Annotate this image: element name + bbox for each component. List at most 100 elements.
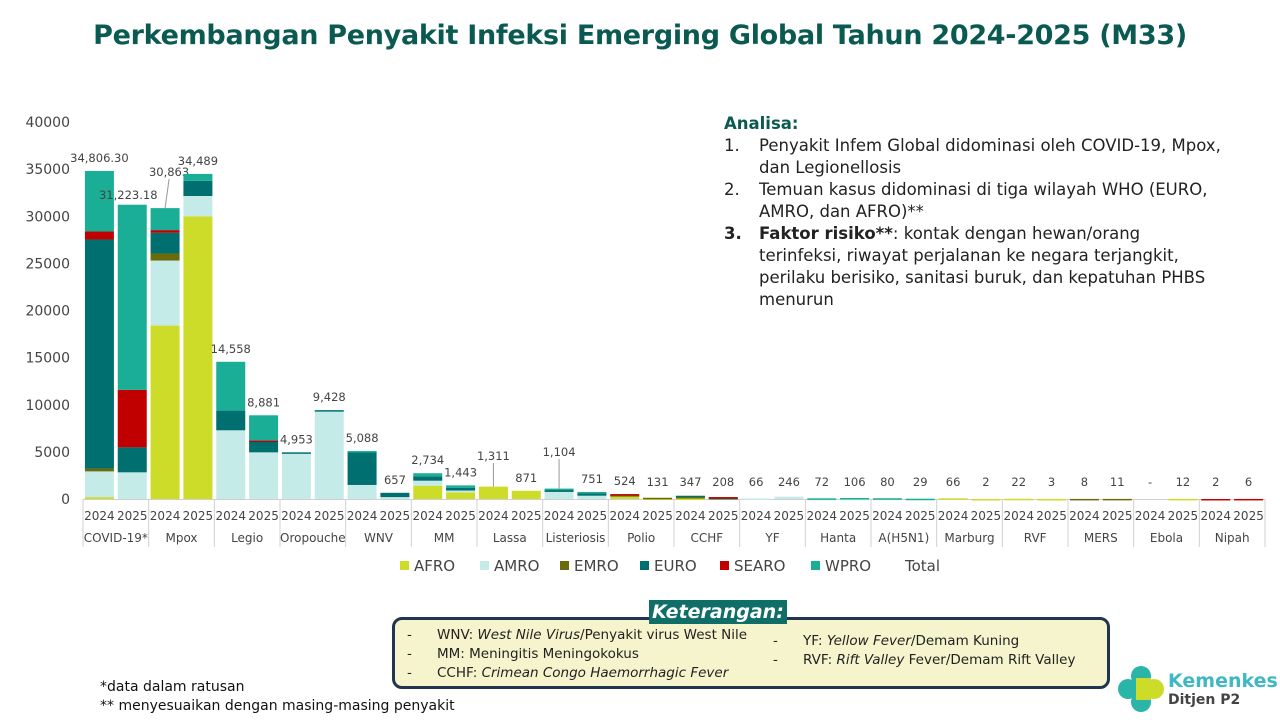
bar-segment-searo	[1234, 498, 1264, 501]
year-label: 2025	[1102, 509, 1133, 523]
keterangan-item: - RVF: Rift Valley Fever/Demam Rift Valle…	[765, 651, 1075, 670]
keterangan-box: - WNV: West Nile Virus/Penyakit virus Wes…	[392, 617, 1110, 689]
total-data-label: 208	[712, 475, 734, 489]
bar-segment-afro	[610, 496, 640, 499]
bar-segment-euro	[183, 180, 213, 196]
abbr: CCHF:	[437, 665, 482, 681]
total-data-label: 1,104	[543, 445, 576, 459]
abbr: RVF:	[803, 652, 837, 668]
year-label: 2024	[215, 509, 246, 523]
bar-segment-amro	[544, 491, 574, 499]
year-label: 2025	[380, 509, 411, 523]
legend-label: Total	[904, 557, 940, 575]
page-title: Perkembangan Penyakit Infeksi Emerging G…	[93, 20, 1187, 51]
category-label: Listeriosis	[546, 531, 606, 545]
dash: -	[407, 646, 412, 662]
y-tick-label: 15000	[25, 351, 70, 367]
legend-marker-amro	[480, 561, 489, 570]
definition: Meningitis Meningokokus	[469, 646, 639, 662]
total-data-label: 246	[778, 475, 800, 489]
kemenkes-logo: Kemenkes Ditjen P2	[1116, 664, 1278, 714]
total-data-label: 4,953	[280, 432, 313, 446]
total-data-label: 1,311	[477, 449, 510, 463]
total-data-label: 34,806.30	[70, 151, 129, 165]
total-data-label: 72	[814, 475, 829, 489]
analysis-item: 2. Temuan kasus didominasi di tiga wilaya…	[724, 179, 1224, 223]
bar-segment-euro	[446, 487, 476, 491]
italic-term: Rift Valley	[836, 652, 905, 668]
bar-segment-wpro	[150, 208, 180, 231]
bar-segment-wpro	[216, 361, 246, 411]
total-data-label: 8	[1081, 475, 1088, 489]
y-tick-label: 20000	[25, 304, 70, 320]
category-label: MM	[434, 531, 455, 545]
bar-segment-afro	[478, 486, 508, 499]
bar-segment-amro	[446, 490, 476, 493]
bar-segment-euro	[216, 410, 246, 431]
bar-segment-afro	[938, 498, 968, 500]
bar-segment-afro	[150, 325, 180, 499]
bar-segment-afro	[1004, 498, 1034, 501]
total-data-label: 12	[1176, 475, 1191, 489]
total-data-label: 1,443	[444, 465, 477, 479]
bar-segment-wpro	[544, 488, 574, 491]
total-data-label: 9,428	[313, 390, 346, 404]
bar-segment-amro	[183, 195, 213, 217]
bar-segment-wpro	[577, 491, 607, 494]
year-label: 2025	[248, 509, 279, 523]
category-label: WNV	[364, 531, 394, 545]
category-label: RVF	[1024, 531, 1047, 545]
category-label: Polio	[627, 531, 655, 545]
year-label: 2025	[839, 509, 870, 523]
total-data-label: 2,734	[411, 453, 444, 467]
total-data-label: 22	[1011, 475, 1026, 489]
bar-segment-searo	[84, 231, 114, 240]
bar-segment-amro	[413, 480, 443, 486]
analysis-panel: Analisa: 1. Penyakit Infem Global didomin…	[724, 113, 1224, 311]
definition: /Penyakit virus West Nile	[580, 627, 748, 643]
bar-segment-wpro	[413, 473, 443, 477]
dash: -	[407, 665, 412, 681]
bar-segment-wpro	[840, 498, 870, 500]
bar-segment-euro	[249, 441, 279, 453]
y-tick-label: 25000	[25, 256, 70, 272]
year-label: 2025	[314, 509, 345, 523]
y-tick-label: 40000	[25, 115, 70, 131]
bar-segment-euro	[413, 476, 443, 481]
bar-segment-searo	[708, 497, 738, 499]
year-label: 2025	[445, 509, 476, 523]
category-label: Nipah	[1215, 531, 1250, 545]
year-label: 2025	[642, 509, 673, 523]
bar-segment-amro	[117, 472, 147, 499]
year-label: 2024	[1003, 509, 1034, 523]
total-data-label: -	[1148, 475, 1152, 489]
category-label: A(H5N1)	[878, 531, 929, 545]
italic-term: Yellow Fever	[826, 633, 911, 649]
bar-segment-afro	[1037, 498, 1067, 501]
leader-line	[164, 178, 170, 209]
total-data-label: 80	[880, 475, 895, 489]
keterangan-item: - YF: Yellow Fever/Demam Kuning	[765, 632, 1075, 651]
bar-segment-euro	[314, 410, 344, 412]
bar-segment-amro	[380, 497, 410, 499]
total-data-label: 106	[844, 475, 866, 489]
keterangan-item: - WNV: West Nile Virus/Penyakit virus Wes…	[399, 626, 747, 645]
abbr: WNV:	[437, 627, 478, 643]
total-data-label: 3	[1048, 475, 1055, 489]
total-data-label: 2	[1212, 475, 1219, 489]
year-label: 2024	[938, 509, 969, 523]
bar-segment-euro	[675, 495, 705, 498]
total-data-label: 11	[1110, 475, 1125, 489]
keterangan-left: - WNV: West Nile Virus/Penyakit virus Wes…	[399, 626, 747, 683]
bar-segment-amro	[150, 260, 180, 326]
y-tick-label: 30000	[25, 209, 70, 225]
legend-label: WPRO	[825, 557, 871, 575]
bar-segment-emro	[675, 496, 705, 499]
year-label: 2025	[1168, 509, 1199, 523]
bar-segment-amro	[314, 411, 344, 499]
total-data-label: 8,881	[247, 395, 280, 409]
item-number: 2.	[724, 180, 740, 199]
year-label: 2024	[609, 509, 640, 523]
total-data-label: 14,558	[211, 342, 251, 356]
year-label: 2024	[872, 509, 903, 523]
